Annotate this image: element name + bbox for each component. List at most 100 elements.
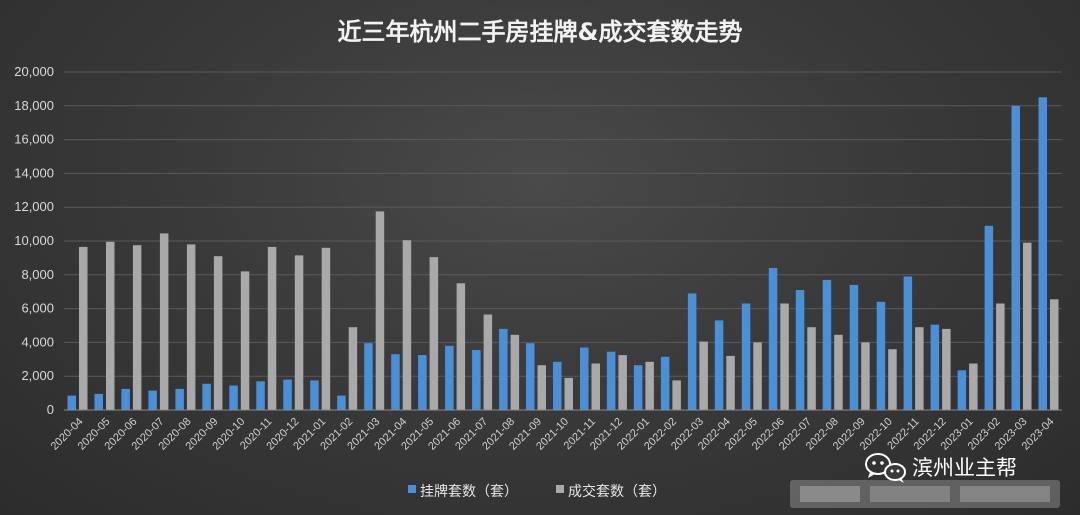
- bar-listing: [445, 345, 454, 410]
- bar-listing: [364, 343, 373, 410]
- bar-listing: [283, 379, 292, 410]
- bar-listing: [606, 351, 616, 410]
- y-tick-label: 12,000: [14, 199, 54, 214]
- bar-listing: [714, 320, 724, 410]
- watermark: 滨州业主帮: [865, 453, 1017, 483]
- bar-deals: [915, 327, 924, 410]
- y-axis-tick-labels: 0 2,000 4,000 6,000 8,000 10,000 12,000 14,000 1…: [14, 64, 54, 417]
- y-tick-label: 6,000: [21, 301, 54, 316]
- bar-deals: [456, 283, 466, 411]
- legend-label-deals: 成交套数（套）: [568, 483, 666, 500]
- bar-listing: [687, 293, 697, 410]
- bar-listing: [67, 395, 76, 410]
- bar-deals: [267, 246, 277, 410]
- bar-deals: [969, 363, 978, 410]
- bar-listing: [256, 381, 265, 410]
- bar-listing: [957, 370, 967, 410]
- bar-deals: [942, 328, 951, 410]
- bar-listing: [1011, 105, 1020, 411]
- bar-listing: [391, 354, 400, 410]
- bar-listing: [418, 355, 427, 410]
- bar-listing: [984, 225, 994, 410]
- wechat-icon: [865, 453, 906, 483]
- bar-deals: [861, 342, 870, 410]
- bar-deals: [159, 233, 169, 410]
- bar-listing: [660, 356, 670, 410]
- bar-deals: [1023, 242, 1032, 410]
- bar-listing: [310, 380, 319, 410]
- bar-listing: [1038, 97, 1047, 411]
- y-tick-label: 16,000: [14, 132, 54, 147]
- bar-deals: [79, 246, 88, 410]
- bar-listing: [876, 301, 886, 410]
- bars: [67, 97, 1059, 411]
- bar-deals: [618, 355, 627, 410]
- bar-listing: [580, 347, 589, 410]
- bar-deals: [834, 334, 843, 410]
- y-tick-label: 10,000: [14, 233, 54, 248]
- y-tick-label: 14,000: [14, 165, 54, 180]
- y-tick-label: 4,000: [21, 334, 54, 349]
- legend: 挂牌套数（套） 成交套数（套）: [408, 483, 666, 500]
- bar-deals: [106, 241, 115, 410]
- bar-deals: [294, 255, 304, 410]
- y-tick-label: 0: [47, 402, 54, 417]
- bar-deals: [753, 342, 762, 410]
- bar-listing: [768, 268, 778, 410]
- bar-deals: [699, 341, 708, 410]
- bar-listing: [633, 365, 643, 410]
- bar-listing: [553, 361, 562, 410]
- bar-deals: [213, 256, 223, 410]
- bar-listing: [94, 393, 103, 410]
- bar-deals: [672, 380, 681, 410]
- bar-deals: [132, 245, 142, 410]
- watermark-text: 滨州业主帮: [912, 456, 1017, 480]
- legend-label-listing: 挂牌套数（套）: [420, 483, 518, 500]
- bar-listing: [741, 303, 751, 410]
- blurred-caption-strip: [790, 480, 1060, 508]
- legend-item-listing: 挂牌套数（套）: [408, 483, 518, 500]
- bar-listing: [499, 328, 508, 410]
- chart-title: 近三年杭州二手房挂牌&成交套数走势: [338, 18, 743, 46]
- bar-listing: [822, 279, 832, 410]
- bar-deals: [483, 314, 493, 410]
- bar-deals: [537, 365, 546, 410]
- bar-listing: [148, 390, 157, 410]
- legend-item-deals: 成交套数（套）: [556, 483, 666, 500]
- bar-deals: [186, 244, 196, 410]
- bar-listing: [526, 343, 535, 410]
- bar-deals: [240, 271, 250, 410]
- bar-deals: [321, 247, 331, 410]
- bar-deals: [429, 257, 439, 410]
- y-tick-label: 20,000: [14, 64, 54, 79]
- legend-swatch-deals: [556, 485, 564, 493]
- bar-listing: [472, 350, 481, 410]
- bar-deals: [780, 303, 789, 410]
- bar-deals: [375, 211, 385, 410]
- bar-deals: [591, 363, 600, 410]
- gridlines: [64, 71, 1062, 377]
- bar-listing: [930, 324, 940, 410]
- bar-deals: [996, 303, 1005, 410]
- bar-deals: [564, 377, 573, 410]
- y-tick-label: 8,000: [21, 267, 54, 282]
- bar-deals: [888, 349, 897, 410]
- bar-deals: [1050, 299, 1059, 410]
- bar-deals: [807, 327, 816, 410]
- bar-deals: [402, 240, 412, 410]
- bar-deals: [726, 355, 735, 410]
- bar-deals: [645, 361, 654, 410]
- y-tick-label: 18,000: [14, 98, 54, 113]
- bar-listing: [229, 385, 238, 410]
- bar-listing: [337, 395, 346, 410]
- bar-listing: [202, 383, 211, 410]
- bar-listing: [849, 284, 859, 410]
- bar-listing: [121, 388, 130, 410]
- legend-swatch-listing: [408, 485, 416, 493]
- bar-listing: [795, 290, 805, 410]
- bar-listing: [903, 276, 913, 410]
- y-tick-label: 2,000: [21, 368, 54, 383]
- bar-listing: [175, 388, 184, 410]
- x-axis-tick-labels: 2020-042020-052020-062020-072020-082020-…: [49, 416, 1057, 453]
